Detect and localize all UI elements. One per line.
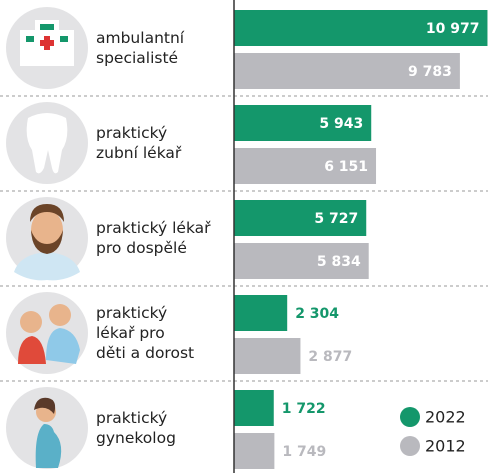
icon-doctor-face bbox=[31, 210, 63, 250]
bar bbox=[234, 338, 301, 374]
value-label: 5 943 bbox=[319, 116, 363, 132]
bar bbox=[234, 243, 369, 279]
icon-child bbox=[20, 311, 42, 333]
icon-window bbox=[26, 36, 34, 42]
bar bbox=[234, 390, 274, 426]
icon-window bbox=[40, 24, 54, 30]
icon-doctor-beard bbox=[31, 230, 63, 254]
icons bbox=[6, 7, 88, 469]
icon-woman-dress bbox=[35, 424, 62, 468]
bar bbox=[234, 148, 377, 184]
value-label: 2 304 bbox=[295, 306, 339, 322]
bar bbox=[234, 433, 275, 469]
icon-cross bbox=[40, 40, 54, 46]
category-label: ambulantní specialisté bbox=[96, 29, 185, 67]
value-label: 5 727 bbox=[314, 211, 358, 227]
icon-woman-hair bbox=[34, 397, 56, 414]
icon-doctor-coat bbox=[46, 328, 80, 364]
bar bbox=[234, 53, 460, 89]
value-label: 9 783 bbox=[408, 64, 452, 80]
icon-window bbox=[60, 36, 68, 42]
value-label: 1 749 bbox=[282, 444, 326, 460]
legend-swatch bbox=[400, 407, 420, 427]
icon-tooth bbox=[26, 113, 68, 174]
legend-swatch bbox=[400, 436, 420, 456]
value-label: 6 151 bbox=[324, 159, 368, 175]
bar bbox=[234, 105, 372, 141]
category-label: praktický zubní lékař bbox=[96, 124, 182, 162]
category-label: praktický lékař pro dospělé bbox=[96, 219, 211, 257]
value-label: 2 877 bbox=[308, 349, 352, 365]
value-label: 5 834 bbox=[317, 254, 361, 270]
icon-doctor-hair bbox=[30, 204, 64, 222]
bar bbox=[234, 10, 488, 46]
legend-label: 2022 bbox=[425, 408, 466, 427]
legend-label: 2012 bbox=[425, 437, 466, 456]
icon-child-shirt bbox=[18, 336, 46, 364]
category-label: praktický gynekolog bbox=[96, 409, 176, 447]
value-label: 10 977 bbox=[426, 21, 480, 37]
value-label: 1 722 bbox=[282, 401, 326, 417]
category-label: praktický lékař pro děti a dorost bbox=[96, 304, 195, 362]
icon-doctor bbox=[49, 304, 71, 326]
bar bbox=[234, 295, 288, 331]
bar bbox=[234, 200, 367, 236]
icon-doctor-coat bbox=[14, 252, 80, 281]
